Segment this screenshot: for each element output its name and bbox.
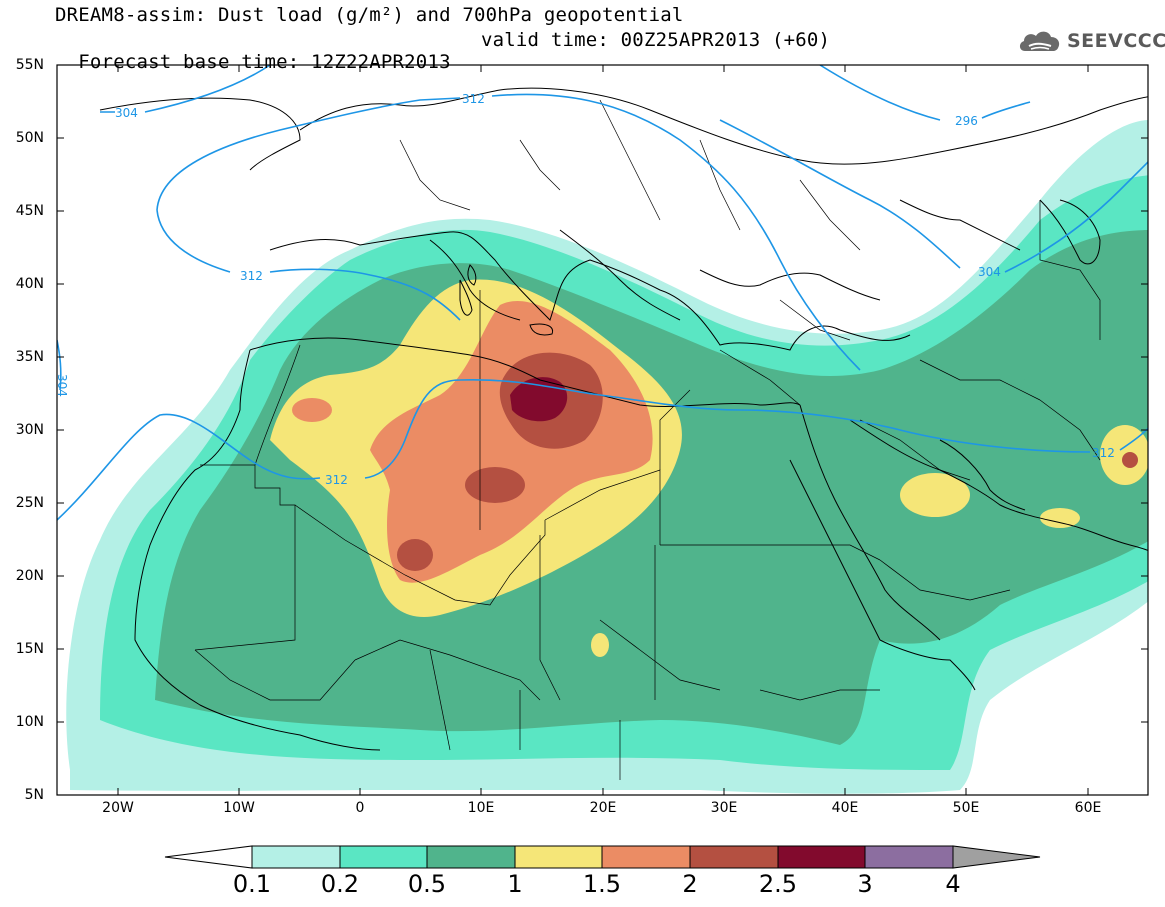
lat-label: 50N xyxy=(15,130,44,146)
lat-label: 15N xyxy=(15,641,44,657)
dust-field xyxy=(66,120,1148,794)
colorbar xyxy=(164,845,1041,869)
axis-ticks xyxy=(57,64,1148,795)
colorbar-label: 0.5 xyxy=(407,870,447,898)
map-title: DREAM8-assim: Dust load (g/m²) and 700hP… xyxy=(55,4,684,26)
colorbar-label: 2.5 xyxy=(758,870,798,898)
contour-label: 312 xyxy=(240,269,263,283)
colorbar-cell xyxy=(514,845,603,869)
lat-label: 40N xyxy=(15,276,44,292)
country-borders xyxy=(194,99,1101,780)
dust-area-1-chad xyxy=(591,633,609,657)
lon-label: 10W xyxy=(223,800,255,816)
lat-label: 45N xyxy=(15,203,44,219)
colorbar-arrow-high xyxy=(952,845,1041,869)
forecast-times: Forecast base time: 12Z22APR2013 valid t… xyxy=(55,29,830,95)
lat-label: 55N xyxy=(15,57,44,73)
lat-label: 25N xyxy=(15,495,44,511)
colorbar-label: 1 xyxy=(507,870,523,898)
lat-label: 30N xyxy=(15,422,44,438)
colorbar-cell xyxy=(426,845,516,869)
contour-label: 304 xyxy=(55,374,69,397)
seevccc-logo: SEEVCCC xyxy=(1017,27,1165,57)
contour-label: 304 xyxy=(978,265,1001,279)
lon-label: 0 xyxy=(355,800,365,816)
colorbar-label: 1.5 xyxy=(582,870,622,898)
contour-label: 312 xyxy=(462,92,485,106)
lat-label: 10N xyxy=(15,714,44,730)
contour-label: 296 xyxy=(955,114,978,128)
lon-label: 50E xyxy=(952,800,980,816)
contour-296 xyxy=(819,65,1031,121)
dust-area-2-iran xyxy=(1122,452,1138,468)
dust-area-2-algeria xyxy=(465,467,525,503)
colorbar-arrow-low xyxy=(164,845,253,869)
contour-312-north xyxy=(156,93,861,371)
dust-area-1-arabia xyxy=(900,473,970,517)
colorbar-label: 2 xyxy=(682,870,698,898)
logo-text: SEEVCCC xyxy=(1067,30,1165,52)
lon-label: 40E xyxy=(831,800,859,816)
contour-312-south xyxy=(57,378,1148,521)
dust-area-1-oman xyxy=(1040,508,1080,528)
contour-304-left-edge xyxy=(57,339,62,391)
contour-labels: 304 312 312 312 296 304 312 304 xyxy=(55,92,1115,487)
lat-label: 20N xyxy=(15,568,44,584)
lat-label: 35N xyxy=(15,349,44,365)
colorbar-label: 0.2 xyxy=(320,870,360,898)
contour-304-east xyxy=(719,119,1148,273)
colorbar-cell xyxy=(339,845,428,869)
coastlines xyxy=(99,87,1148,751)
contour-label: 312 xyxy=(1092,446,1115,460)
lon-label: 30E xyxy=(710,800,738,816)
lon-label: 20W xyxy=(102,800,134,816)
valid-time: valid time: 00Z25APR2013 (+60) xyxy=(481,29,831,51)
colorbar-cell xyxy=(777,845,866,869)
colorbar-label: 3 xyxy=(857,870,873,898)
colorbar-cell xyxy=(864,845,954,869)
colorbar-cell xyxy=(601,845,691,869)
contour-label: 304 xyxy=(115,106,138,120)
colorbar-cell xyxy=(689,845,779,869)
contour-label: 312 xyxy=(325,473,348,487)
colorbar-cell xyxy=(251,845,341,869)
contour-304-west xyxy=(100,65,271,113)
contour-312-spain xyxy=(156,209,461,321)
forecast-base-time: Forecast base time: 12Z22APR2013 xyxy=(78,51,451,73)
lon-label: 10E xyxy=(467,800,495,816)
lon-label: 20E xyxy=(589,800,617,816)
cloud-icon xyxy=(1019,31,1060,51)
colorbar-label: 0.1 xyxy=(232,870,272,898)
geopotential-contours xyxy=(57,65,1148,521)
colorbar-label: 4 xyxy=(945,870,961,898)
dust-area-1.5-morocco xyxy=(292,398,332,422)
lon-label: 60E xyxy=(1074,800,1102,816)
dust-area-2-niger xyxy=(397,539,433,571)
lat-label: 5N xyxy=(24,787,44,803)
